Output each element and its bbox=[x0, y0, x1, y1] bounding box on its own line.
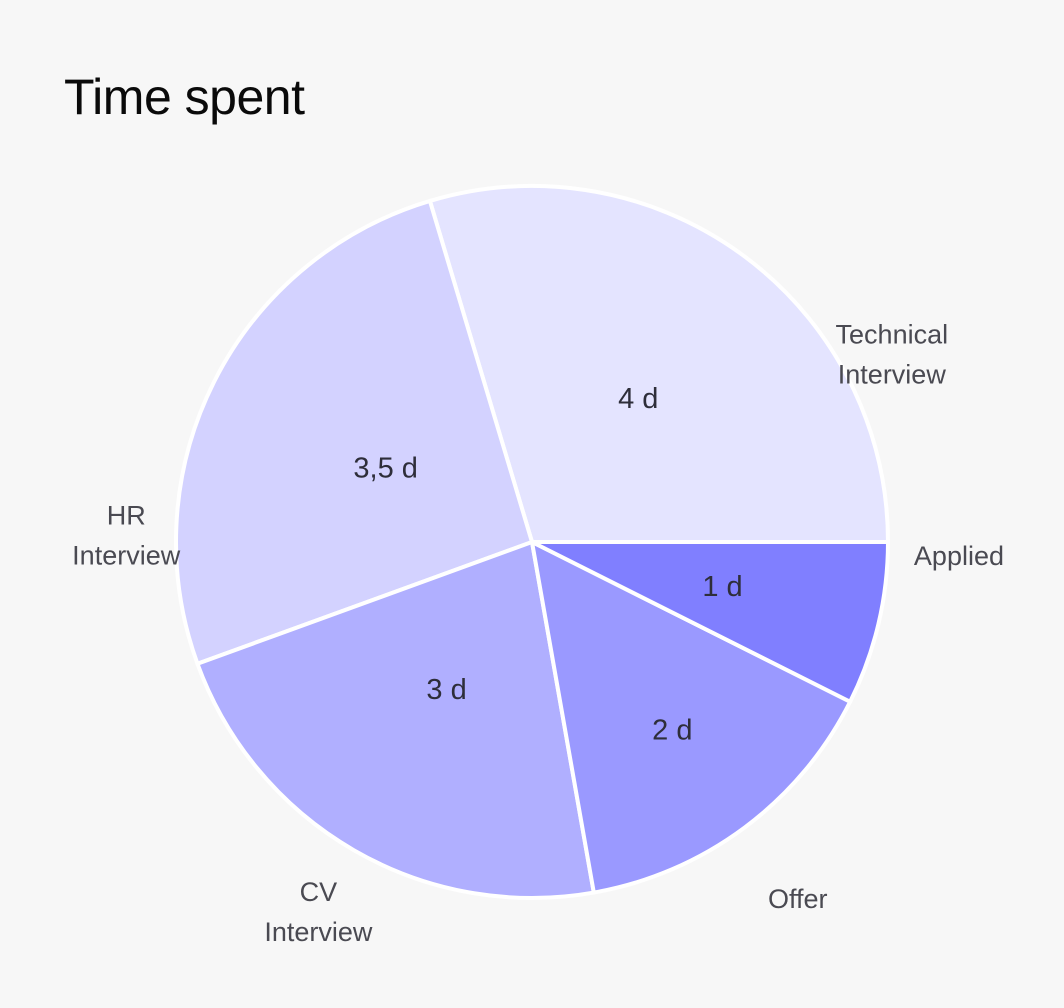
value-label-offer: 2 d bbox=[652, 714, 692, 746]
pie-slice-applied[interactable] bbox=[530, 540, 890, 704]
value-label-applied: 1 d bbox=[702, 571, 742, 603]
value-labels: 4 d 3,5 d 3 d 2 d 1 d bbox=[353, 383, 742, 746]
value-label-technical-interview: 4 d bbox=[618, 383, 658, 415]
pie-slices bbox=[174, 184, 890, 901]
category-labels: Technical Interview HR Interview CV Interview… bbox=[72, 319, 1004, 947]
pie-slice-offer[interactable] bbox=[530, 540, 853, 895]
category-label-applied: Applied bbox=[914, 541, 1004, 571]
pie-slice-cv-interview[interactable] bbox=[195, 540, 596, 901]
category-label-offer: Offer bbox=[768, 884, 828, 914]
category-label-cv-interview: CV Interview bbox=[264, 877, 373, 947]
pie-slice-hr-interview[interactable] bbox=[174, 198, 534, 666]
value-label-cv-interview: 3 d bbox=[426, 674, 466, 706]
category-label-technical-interview: Technical Interview bbox=[836, 319, 949, 389]
chart-title: Time spent bbox=[64, 69, 305, 125]
category-label-hr-interview: HR Interview bbox=[72, 501, 181, 571]
pie-slice-technical-interview[interactable] bbox=[427, 184, 890, 544]
value-label-hr-interview: 3,5 d bbox=[353, 453, 418, 485]
